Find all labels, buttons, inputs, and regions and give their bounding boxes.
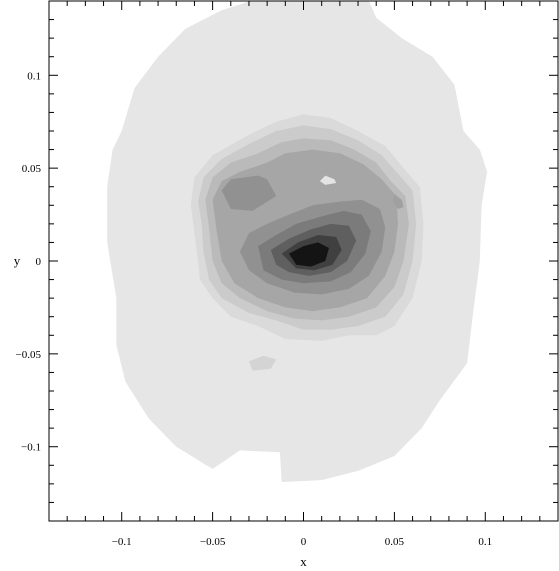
y-tick-label: 0.05 — [22, 163, 42, 175]
x-tick-label: 0.1 — [478, 536, 492, 548]
x-tick-label: −0.05 — [200, 536, 226, 548]
contour-level-10-region-10 — [289, 242, 329, 267]
plot-frame — [48, 0, 559, 522]
x-tick-label: −0.1 — [112, 536, 132, 548]
x-tick-label: 0 — [301, 536, 307, 548]
y-axis-label: y — [14, 253, 21, 268]
contour-levels — [107, 1, 488, 482]
x-tick-label: 0.05 — [385, 536, 405, 548]
y-tick-label: 0 — [36, 256, 42, 268]
x-tick-labels: −0.1 −0.05 0 0.05 0.1 — [112, 536, 492, 548]
y-tick-label: −0.1 — [21, 442, 41, 454]
contour-level-6-region-13 — [392, 194, 404, 209]
contour-level-1-region-12 — [319, 175, 337, 185]
x-axis-label: x — [300, 554, 307, 569]
contour-level-1-region-11 — [249, 355, 277, 371]
contour-level-6-region-5 — [221, 175, 277, 211]
y-tick-labels: −0.1 −0.05 0 0.05 0.1 — [16, 70, 42, 453]
y-tick-label: −0.05 — [16, 349, 42, 361]
y-tick-label: 0.1 — [27, 70, 41, 82]
